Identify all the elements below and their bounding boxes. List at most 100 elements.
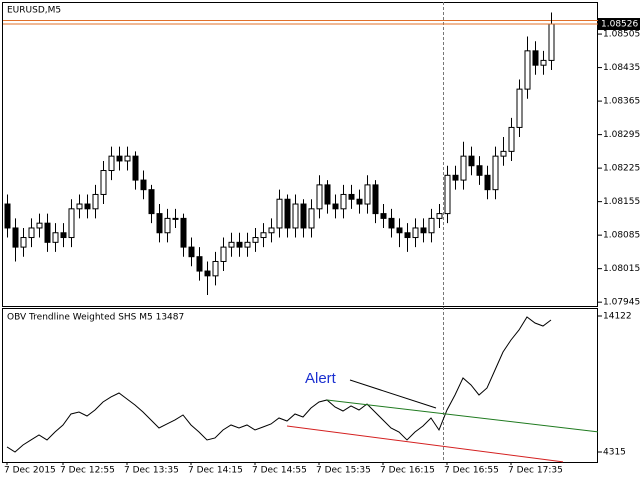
candle-body xyxy=(4,203,11,229)
candle-body xyxy=(380,213,387,219)
x-tick-label: 7 Dec 16:15 xyxy=(380,466,435,476)
indicator-panel xyxy=(2,308,598,463)
candle-body xyxy=(492,155,499,191)
candle-body xyxy=(324,184,331,205)
y-tick-label: 1.08155 xyxy=(603,197,640,207)
candle-body xyxy=(132,155,139,181)
candle-body xyxy=(84,203,91,210)
candle-body xyxy=(388,217,395,229)
candle-body xyxy=(332,203,339,210)
x-tick-label: 7 Dec 16:55 xyxy=(444,466,499,476)
alert-arrow xyxy=(349,379,437,409)
price-tag-label: 1.08526 xyxy=(601,20,638,30)
x-tick-label: 7 Dec 15:35 xyxy=(316,466,371,476)
candle-body xyxy=(28,227,35,239)
candle-body xyxy=(428,217,435,234)
candle-body xyxy=(292,203,299,229)
candle-body xyxy=(404,232,411,239)
candle-body xyxy=(180,217,187,248)
y-tick-label: 14122 xyxy=(603,312,632,322)
candle-body xyxy=(236,241,243,248)
x-tick-label: 7 Dec 13:35 xyxy=(124,466,179,476)
candle-body xyxy=(452,174,459,181)
candle-body xyxy=(364,184,371,205)
y-tick-label: 1.08225 xyxy=(603,164,640,174)
candle-body xyxy=(532,50,539,66)
trendline xyxy=(326,399,599,433)
candle-body xyxy=(188,246,195,258)
y-tick-label: 1.08295 xyxy=(603,130,640,140)
candle-body xyxy=(116,155,123,162)
y-tick-label: 1.08015 xyxy=(603,264,640,274)
candle-body xyxy=(268,227,275,234)
candle-body xyxy=(524,50,531,90)
candle-body xyxy=(308,208,315,229)
candle-body xyxy=(44,222,51,243)
candle-body xyxy=(220,246,227,262)
candle-body xyxy=(60,232,67,239)
candle-body xyxy=(356,198,363,205)
candle-body xyxy=(164,217,171,234)
candle-body xyxy=(228,241,235,248)
y-tick-label: 4315 xyxy=(603,448,626,458)
x-tick-label: 7 Dec 14:55 xyxy=(252,466,307,476)
candle-body xyxy=(508,126,515,152)
candle-body xyxy=(20,237,27,248)
y-tick-label: 1.07945 xyxy=(603,298,640,308)
candle-body xyxy=(172,217,179,220)
candle-body xyxy=(12,227,19,248)
candle-body xyxy=(204,270,211,277)
indicator-title: OBV Trendline Weighted SHS M5 13487 xyxy=(7,313,184,323)
candle-body xyxy=(300,203,307,229)
alert-annotation: Alert xyxy=(305,370,337,387)
candle-body xyxy=(444,174,451,215)
candle-body xyxy=(540,59,547,66)
candle-body xyxy=(516,88,523,128)
candle-body xyxy=(148,189,155,215)
candle-body xyxy=(140,179,147,191)
candle-body xyxy=(372,184,379,215)
trendline xyxy=(286,425,564,463)
candle-body xyxy=(212,260,219,277)
candle-body xyxy=(52,232,59,243)
candle-body xyxy=(92,193,99,210)
candle-body xyxy=(284,198,291,229)
candle-body xyxy=(460,155,467,181)
candle-body xyxy=(348,193,355,200)
candle-body xyxy=(100,170,107,195)
candle-body xyxy=(500,150,507,157)
candle-body xyxy=(252,237,259,243)
candle-body xyxy=(196,256,203,272)
candle-body xyxy=(436,213,443,219)
candle-body xyxy=(412,227,419,239)
candle-body xyxy=(76,203,83,210)
symbol-title: EURUSD,M5 xyxy=(7,6,61,16)
candle-body xyxy=(124,155,131,162)
candle-body xyxy=(260,232,267,239)
y-tick-label: 1.08505 xyxy=(603,30,640,40)
candle-body xyxy=(244,241,251,248)
x-tick-label: 7 Dec 17:35 xyxy=(508,466,563,476)
x-tick-label: 7 Dec 12:55 xyxy=(60,466,115,476)
candle-body xyxy=(276,198,283,229)
candle-body xyxy=(108,155,115,172)
price-tag xyxy=(598,18,640,31)
candle-body xyxy=(68,208,75,239)
candle-body xyxy=(476,165,483,176)
candle-body xyxy=(548,23,555,61)
price-panel xyxy=(2,2,598,307)
candle-body xyxy=(156,213,163,234)
candle-body xyxy=(396,227,403,234)
y-tick-label: 1.08435 xyxy=(603,63,640,73)
obv-line xyxy=(6,316,552,453)
marks: 7 Dec 2015 7 Dec 12:55 7 Dec 13:35 7 Dec 14… xyxy=(3,12,640,476)
x-tick-label: 7 Dec 14:15 xyxy=(188,466,243,476)
candle-body xyxy=(316,184,323,210)
candle-body xyxy=(340,193,347,210)
candle-body xyxy=(484,174,491,191)
y-tick-label: 1.08085 xyxy=(603,231,640,241)
candle-body xyxy=(36,222,43,229)
candle-body xyxy=(468,155,475,167)
x-tick-label: 7 Dec 2015 xyxy=(4,466,56,476)
